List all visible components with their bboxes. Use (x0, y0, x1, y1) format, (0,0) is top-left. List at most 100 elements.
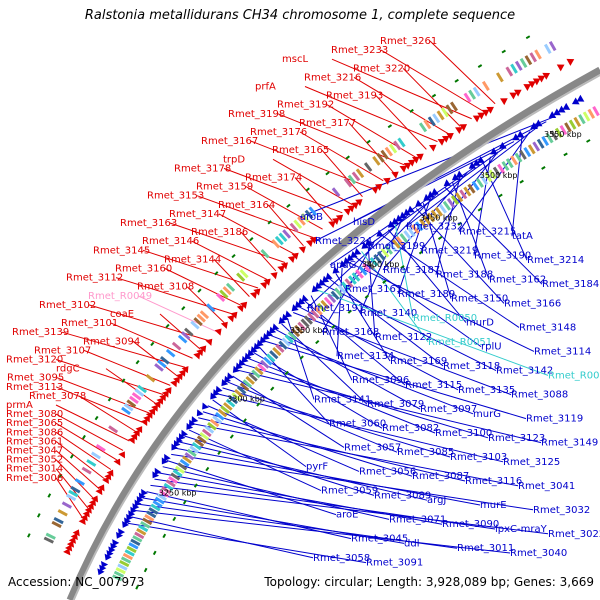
cog-color-bar (148, 507, 159, 515)
position-dash (270, 386, 275, 391)
cog-color-bar (459, 189, 468, 200)
reverse-label-connector (227, 381, 398, 453)
cog-color-bar (407, 227, 416, 237)
forward-gene-label: Rmet_3108 (137, 282, 194, 293)
backbone-arc (66, 66, 600, 600)
reverse-gene-label: Rmet_3097 (420, 404, 477, 415)
cog-color-bar (403, 230, 412, 240)
cog-color-bar (225, 282, 236, 292)
forward-gene-arrow (391, 171, 399, 179)
forward-gene-label: Rmet_3139 (12, 327, 69, 338)
reverse-gene-arrow (106, 549, 114, 557)
cog-color-bar (180, 331, 191, 340)
cog-color-bar (217, 408, 228, 418)
reverse-gene-label: Rmet_3135 (458, 385, 515, 396)
reverse-gene-arrow (490, 147, 498, 155)
reverse-gene-label: Rmet_3090 (442, 519, 499, 530)
cog-color-bar (536, 138, 545, 149)
reverse-gene-label: Rmet_3148 (519, 322, 576, 333)
cog-color-bar (518, 149, 527, 160)
forward-gene-label: Rmet_3113 (6, 382, 63, 393)
cog-color-bar (209, 418, 220, 428)
cog-color-bar (471, 180, 480, 191)
position-tick-label: 3350 kbp (290, 326, 328, 335)
cog-color-bar (138, 524, 149, 533)
reverse-gene-label: Rmet_3125 (503, 457, 560, 468)
cog-color-bar (90, 451, 102, 460)
cog-color-bar (347, 174, 357, 185)
forward-label-connector (272, 158, 353, 206)
forward-gene-arrow (156, 397, 164, 405)
cog-color-bar (165, 479, 176, 488)
cog-color-bar (463, 186, 472, 197)
cog-color-bar (304, 209, 314, 220)
reverse-label-connector (298, 306, 459, 391)
cog-color-bar (391, 239, 401, 249)
forward-gene-label: Rmet_3160 (115, 264, 172, 275)
cog-color-bar (113, 570, 125, 578)
forward-gene-label: Rmet_3220 (353, 63, 410, 74)
cog-color-bar (189, 445, 200, 454)
position-dash (477, 64, 483, 68)
position-tick-label: 3550 kbp (544, 130, 582, 139)
cog-color-bar (307, 312, 317, 322)
reverse-gene-label: Rmet_3149 (541, 438, 598, 449)
reverse-gene-arrow (126, 513, 134, 521)
reverse-gene-arrow (443, 179, 452, 187)
position-dash (563, 152, 568, 157)
forward-label-connector (55, 386, 143, 423)
cog-color-bar (373, 254, 382, 264)
cog-color-bar (257, 363, 267, 372)
reverse-gene-arrow (512, 133, 520, 141)
reverse-gene-label: Rmet_3188 (436, 270, 493, 281)
forward-gene-arrow (407, 159, 416, 167)
cog-color-bar (146, 510, 157, 519)
reverse-label-connector (175, 447, 481, 506)
reverse-gene-arrow (354, 247, 362, 255)
cog-color-bar (70, 485, 81, 494)
position-dash (437, 236, 443, 241)
cog-color-bar (395, 236, 405, 246)
forward-gene-label: Rmet_3120 (6, 355, 63, 366)
forward-label-connector (321, 149, 363, 198)
reverse-gene-arrow (427, 190, 435, 198)
cog-color-bar (376, 152, 385, 163)
reverse-gene-arrow (576, 94, 585, 102)
cog-color-bar (220, 405, 230, 415)
reverse-label-connector (304, 300, 406, 386)
cog-color-bar (161, 486, 172, 495)
cog-color-bar (294, 324, 304, 335)
position-dash (69, 454, 74, 459)
cog-color-bar (179, 458, 190, 468)
position-dash (229, 434, 234, 439)
forward-label-connector (299, 131, 384, 182)
reverse-gene-label: Rmet_3169 (390, 356, 447, 367)
forward-gene-arrow (240, 301, 248, 309)
label-connector-lines (55, 40, 555, 564)
cog-color-bar (290, 327, 301, 338)
reverse-gene-arrow (164, 453, 171, 461)
forward-label-connector (110, 322, 193, 359)
cog-color-bar (212, 415, 223, 424)
reverse-gene-arrow (557, 105, 566, 113)
reverse-label-connector (232, 375, 345, 448)
forward-gene-arrow (104, 473, 112, 481)
cog-color-bar (199, 310, 210, 320)
reverse-gene-arrow (138, 492, 146, 500)
forward-gene-arrow (537, 75, 546, 83)
cog-color-bar (582, 111, 591, 122)
position-dash (284, 370, 289, 376)
cog-color-bar (43, 536, 54, 544)
cog-color-bar (568, 119, 577, 130)
cog-color-bar (480, 175, 489, 186)
cog-color-bar (548, 40, 557, 52)
cog-color-bar (278, 232, 288, 242)
cog-color-bar (430, 209, 440, 220)
position-dash (249, 237, 254, 242)
forward-gene-arrow (249, 291, 258, 299)
position-dash (387, 124, 393, 129)
forward-gene-arrow (351, 202, 359, 210)
cog-color-bar (414, 221, 424, 232)
cog-color-bar (438, 203, 448, 214)
cog-color-bar (131, 392, 142, 401)
